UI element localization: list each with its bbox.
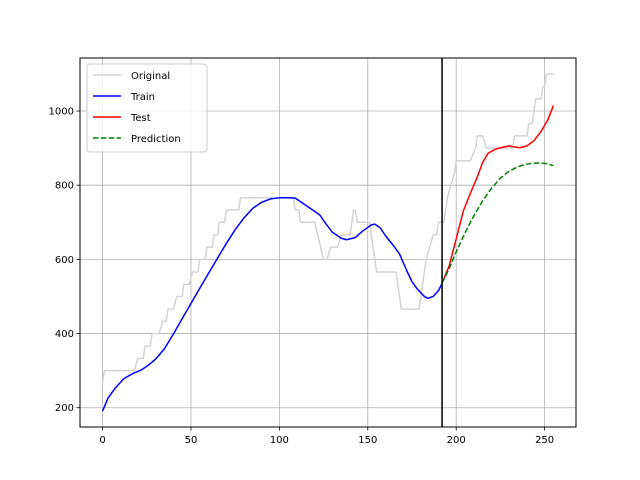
legend-label: Train [130, 92, 155, 103]
grid-layer [80, 58, 576, 427]
series-line-prediction [441, 162, 554, 284]
x-tick-label: 200 [447, 435, 466, 446]
legend-label: Test [130, 113, 151, 124]
y-tick-label: 800 [55, 181, 74, 192]
series-layer [101, 58, 555, 427]
legend-label: Prediction [131, 134, 181, 145]
x-tick-label: 0 [99, 435, 105, 446]
y-tick-label: 600 [55, 255, 74, 266]
x-tick-label: 100 [270, 435, 289, 446]
legend-label: Original [131, 71, 170, 82]
series-line-original [101, 73, 554, 384]
y-tick-label: 1000 [49, 107, 74, 118]
y-tick-label: 400 [55, 329, 74, 340]
series-line-test [441, 105, 555, 284]
x-tick-label: 250 [535, 435, 554, 446]
legend: Original Train Test Prediction [86, 63, 208, 153]
x-tick-label: 150 [358, 435, 377, 446]
series-line-train [101, 197, 443, 412]
legend-box [86, 63, 208, 153]
ticks-layer: 0 50 100 150 200 250 200 400 600 800 1000 [49, 107, 555, 446]
x-tick-label: 50 [185, 435, 198, 446]
plot-frame [79, 57, 577, 428]
y-tick-label: 200 [55, 403, 74, 414]
